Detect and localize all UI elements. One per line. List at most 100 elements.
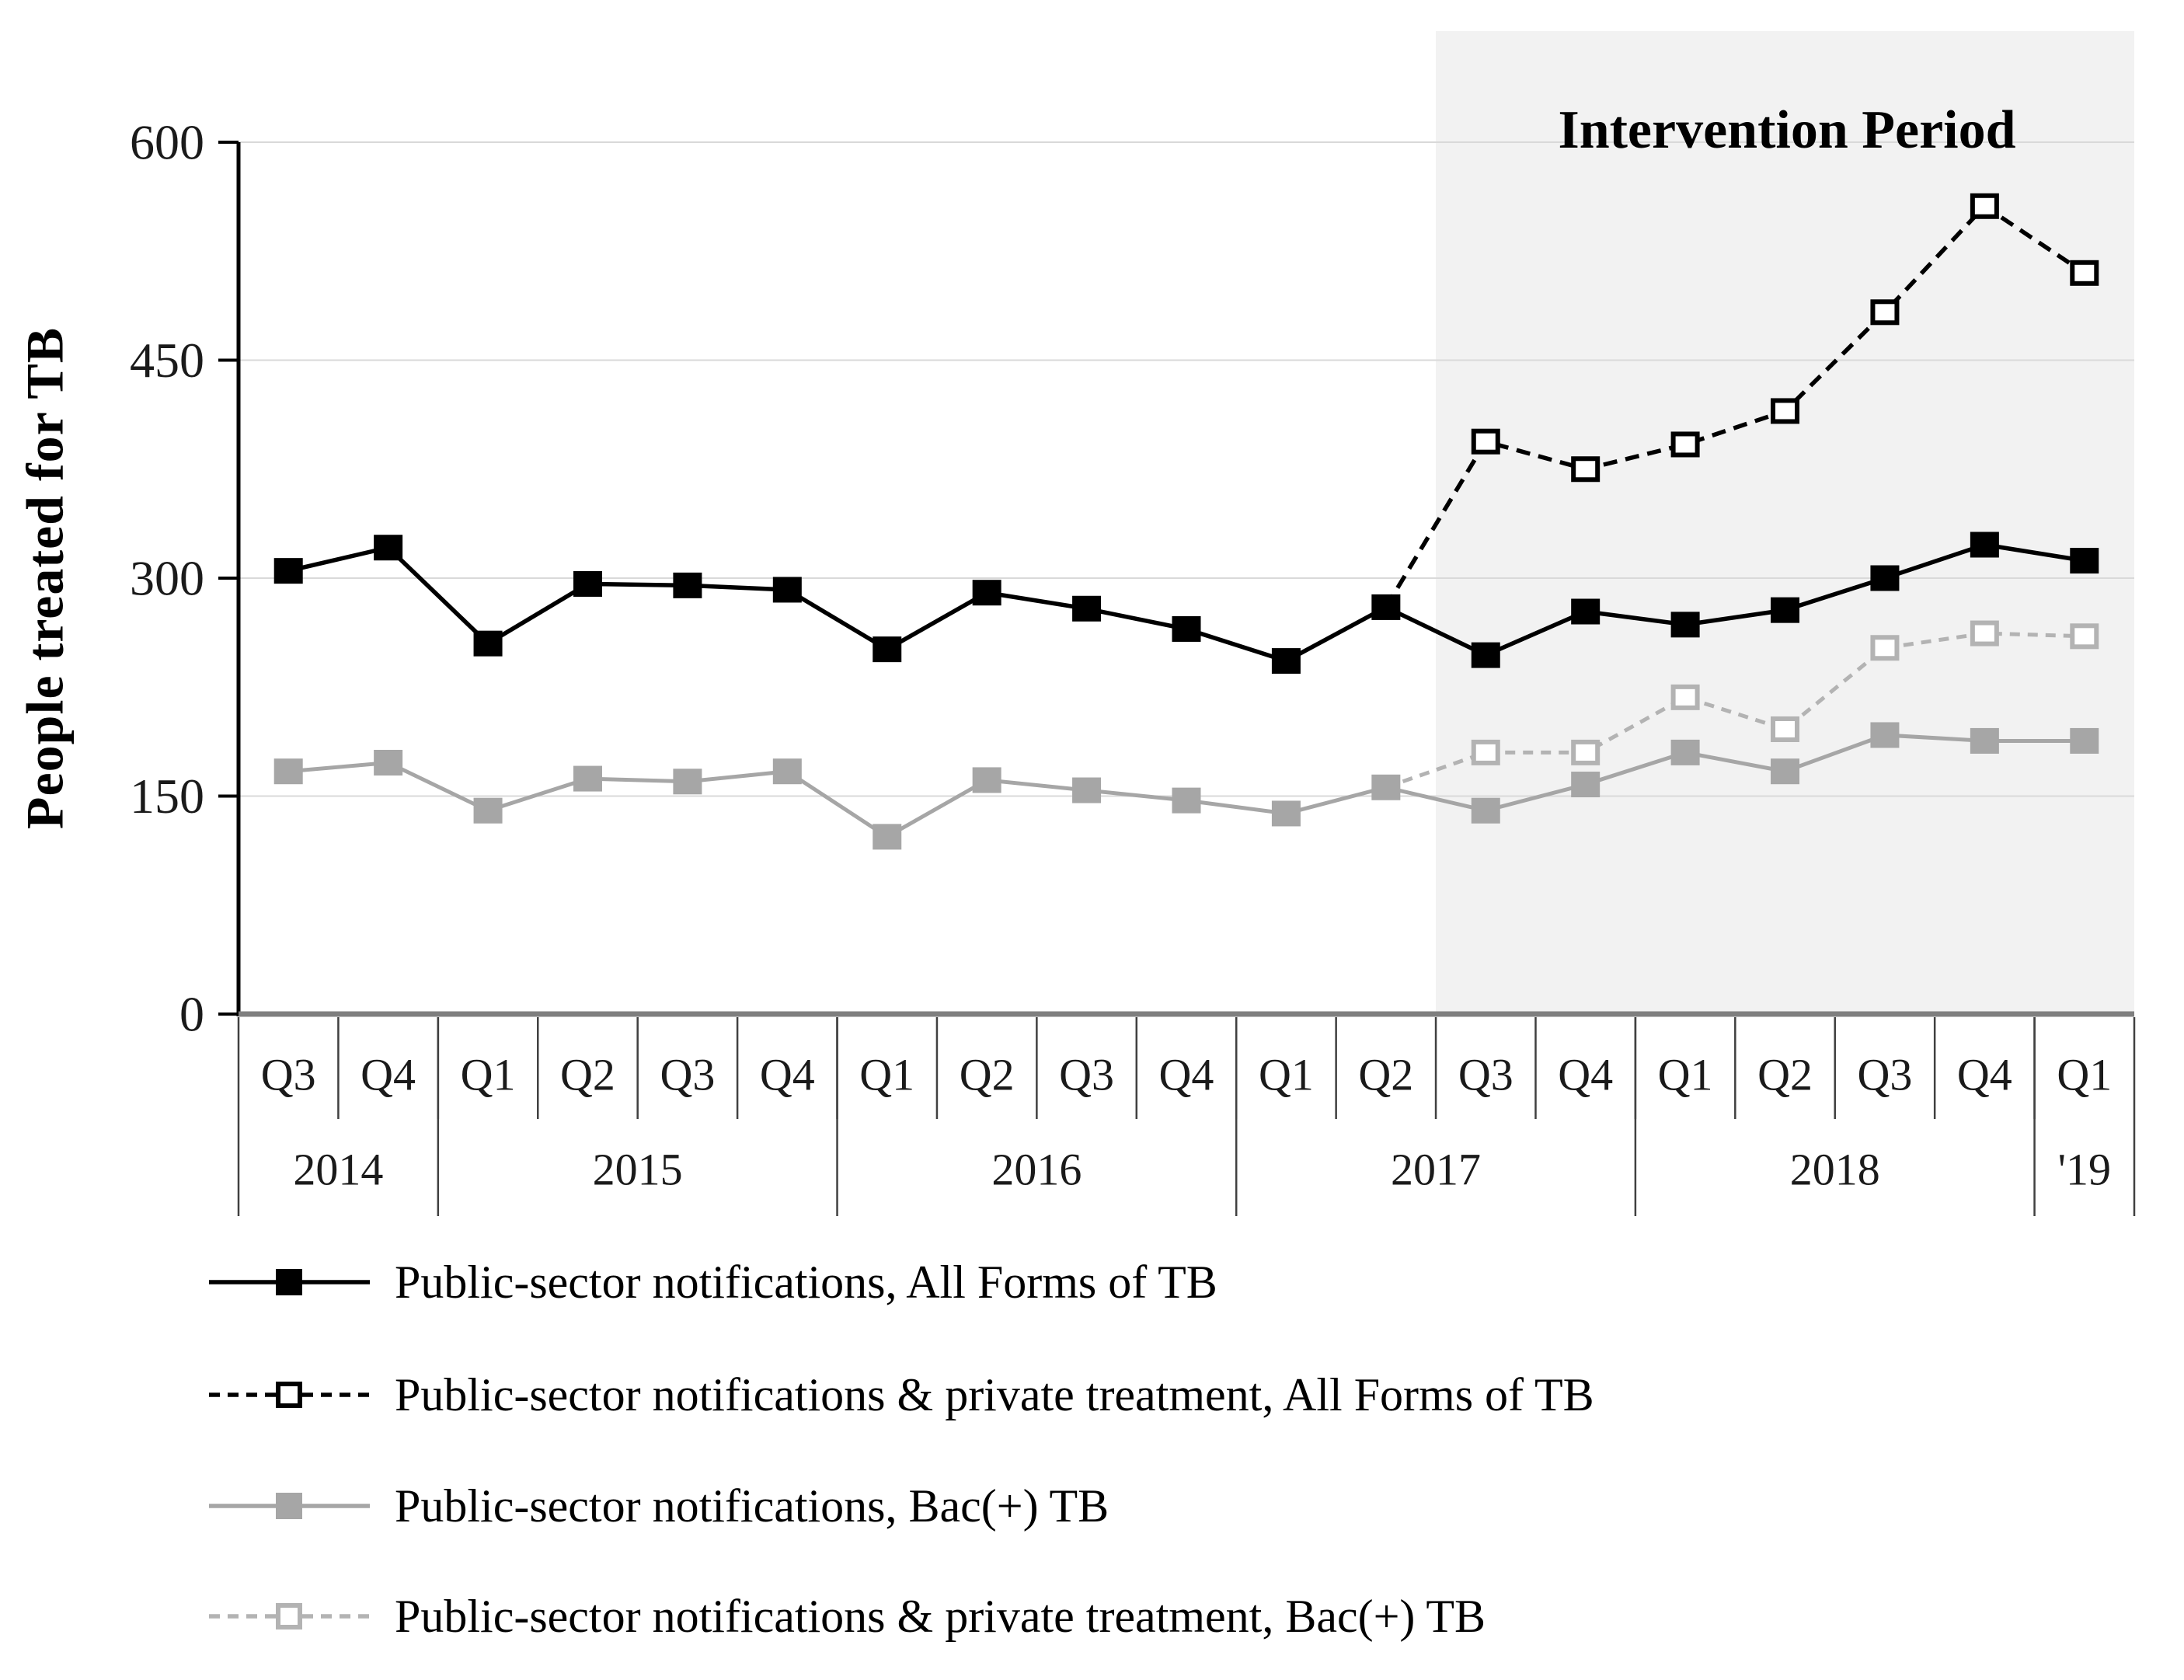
marker-public-notifications-bac <box>1172 787 1201 814</box>
y-tick-label-300: 300 <box>130 551 204 606</box>
marker-public-private-bac <box>2070 623 2099 650</box>
marker-public-notifications-bac <box>972 767 1001 793</box>
marker-public-private-all-forms <box>1471 428 1500 455</box>
series-line-public-private-all-forms <box>1384 203 2086 608</box>
marker-public-private-all-forms <box>1771 398 1800 424</box>
marker-public-notifications-all-forms <box>573 570 602 597</box>
y-tick-label-150: 150 <box>130 769 204 824</box>
legend-label: Public-sector notifications, All Forms o… <box>395 1256 1217 1308</box>
marker-public-private-all-forms <box>1571 456 1601 483</box>
marker-public-notifications-all-forms <box>374 535 403 561</box>
x-quarter-label: Q1 <box>1259 1050 1314 1100</box>
marker-public-notifications-all-forms <box>1670 612 1700 638</box>
marker-public-notifications-bac <box>1271 800 1301 827</box>
marker-public-notifications-bac <box>1771 758 1800 785</box>
marker-public-private-bac <box>1870 635 1900 661</box>
marker-public-notifications-all-forms <box>972 580 1001 606</box>
legend-rect <box>276 1269 302 1295</box>
marker-public-notifications-bac <box>673 769 702 795</box>
marker-public-notifications-all-forms <box>772 577 802 603</box>
x-quarter-label: Q4 <box>1558 1050 1613 1100</box>
marker-public-notifications-bac <box>1870 722 1900 748</box>
x-quarter-label: Q4 <box>760 1050 815 1100</box>
marker-public-private-all-forms <box>1870 299 1900 326</box>
legend-item-public-private-all-forms: Public-sector notifications & private tr… <box>206 1356 1594 1434</box>
marker-public-notifications-bac <box>1670 739 1700 765</box>
marker-public-private-all-forms <box>2070 260 2099 286</box>
legend-swatch-dashed-open-gray-icon <box>209 1603 370 1629</box>
x-quarter-label: Q2 <box>960 1050 1015 1100</box>
y-tick-label-0: 0 <box>179 987 204 1042</box>
legend-rect <box>276 1603 302 1629</box>
marker-public-notifications-bac <box>772 758 802 785</box>
x-year-label: 2017 <box>1391 1145 1481 1195</box>
legend-swatch-dashed-open-black-icon <box>209 1382 370 1408</box>
legend-rect <box>276 1493 302 1519</box>
x-year-label: 2015 <box>593 1145 683 1195</box>
x-quarter-label: Q1 <box>1658 1050 1713 1100</box>
x-quarter-label: Q2 <box>1757 1050 1813 1100</box>
x-quarter-label: Q2 <box>560 1050 615 1100</box>
x-year-label: 2016 <box>991 1145 1082 1195</box>
marker-public-notifications-bac <box>1471 797 1500 824</box>
marker-public-notifications-bac <box>473 797 503 824</box>
y-axis-title: People treated for TB <box>15 326 75 830</box>
legend-label: Public-sector notifications, Bac(+) TB <box>395 1480 1109 1532</box>
marker-public-notifications-bac <box>374 749 403 776</box>
x-year-label: 2014 <box>293 1145 383 1195</box>
intervention-shading <box>1436 31 2134 1014</box>
legend-swatch-solid-gray-icon <box>209 1493 370 1519</box>
marker-public-notifications-all-forms <box>1970 532 1999 558</box>
marker-public-private-bac <box>1670 684 1700 710</box>
marker-public-notifications-bac <box>573 765 602 792</box>
marker-public-notifications-bac <box>873 824 902 850</box>
marker-public-notifications-all-forms <box>1870 565 1900 591</box>
x-quarter-label: Q3 <box>1059 1050 1114 1100</box>
legend-label: Public-sector notifications & private tr… <box>395 1590 1486 1642</box>
marker-public-notifications-bac <box>273 758 303 785</box>
marker-public-private-all-forms <box>1670 431 1700 458</box>
x-quarter-label: Q4 <box>1159 1050 1214 1100</box>
marker-public-private-bac <box>1471 739 1500 765</box>
legend-rect <box>276 1382 302 1408</box>
marker-public-notifications-bac <box>2070 727 2099 754</box>
x-quarter-label: Q4 <box>1957 1050 2012 1100</box>
x-year-label: 2018 <box>1790 1145 1880 1195</box>
y-tick-label-600: 600 <box>130 115 204 170</box>
marker-public-notifications-bac <box>1371 774 1401 800</box>
marker-public-notifications-all-forms <box>1471 642 1500 668</box>
legend-item-public-private-bac: Public-sector notifications & private tr… <box>206 1577 1486 1655</box>
marker-public-notifications-all-forms <box>1172 615 1201 642</box>
legend-label: Public-sector notifications & private tr… <box>395 1368 1594 1420</box>
marker-public-notifications-all-forms <box>1271 648 1301 674</box>
marker-public-notifications-bac <box>1970 727 1999 754</box>
marker-public-notifications-all-forms <box>1371 594 1401 620</box>
y-tick-label-450: 450 <box>130 333 204 388</box>
x-quarter-label: Q3 <box>660 1050 715 1100</box>
x-quarter-label: Q1 <box>859 1050 914 1100</box>
x-quarter-label: Q3 <box>1458 1050 1513 1100</box>
x-quarter-label: Q3 <box>261 1050 316 1100</box>
marker-public-private-bac <box>1771 716 1800 742</box>
marker-public-notifications-all-forms <box>1072 595 1102 622</box>
legend-swatch-solid-black-icon <box>209 1269 370 1295</box>
legend-item-public-notifications-bac: Public-sector notifications, Bac(+) TB <box>206 1467 1109 1545</box>
marker-public-notifications-all-forms <box>273 558 303 584</box>
x-quarter-label: Q1 <box>2057 1050 2112 1100</box>
marker-public-private-bac <box>1970 620 1999 647</box>
marker-public-notifications-all-forms <box>873 636 902 663</box>
marker-public-notifications-all-forms <box>1571 598 1601 625</box>
legend-item-public-notifications-all-forms: Public-sector notifications, All Forms o… <box>206 1243 1217 1321</box>
x-quarter-label: Q3 <box>1858 1050 1913 1100</box>
marker-public-private-all-forms <box>1970 193 1999 219</box>
intervention-period-label: Intervention Period <box>1558 100 2016 160</box>
x-year-label: '19 <box>2058 1145 2111 1195</box>
marker-public-notifications-all-forms <box>473 630 503 657</box>
x-quarter-label: Q4 <box>361 1050 416 1100</box>
x-quarter-label: Q1 <box>461 1050 516 1100</box>
marker-public-notifications-all-forms <box>2070 548 2099 574</box>
marker-public-notifications-bac <box>1072 777 1102 803</box>
marker-public-notifications-all-forms <box>673 572 702 598</box>
